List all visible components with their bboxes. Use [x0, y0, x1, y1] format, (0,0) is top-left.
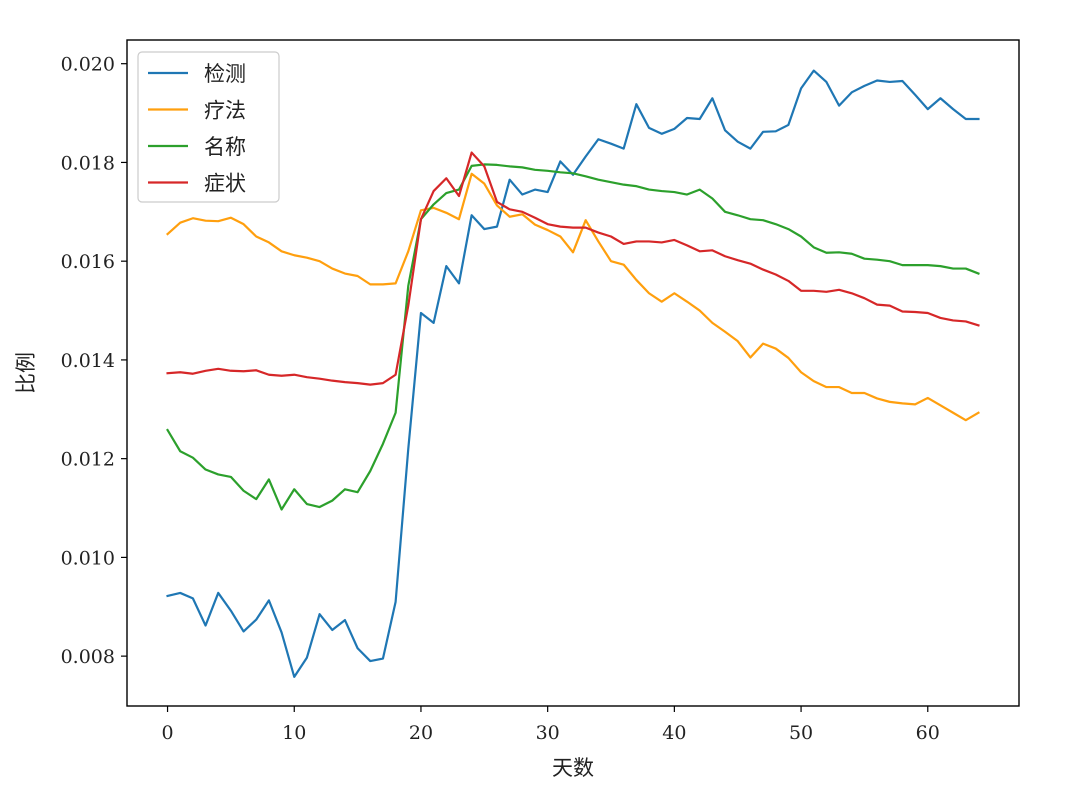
x-axis-label: 天数: [552, 756, 594, 780]
x-tick-label: 10: [282, 722, 306, 744]
legend-label: 症状: [204, 172, 246, 196]
y-axis-label: 比例: [14, 352, 38, 394]
y-tick-label: 0.020: [61, 54, 115, 76]
series-line-1: [165, 172, 980, 422]
y-tick-label: 0.012: [61, 449, 115, 471]
x-axis: 0 10 20 30 40 50 60: [161, 706, 940, 744]
series-line-2: [166, 163, 980, 511]
y-tick-label: 0.018: [61, 152, 115, 174]
x-tick-label: 0: [161, 722, 173, 744]
legend-box: [137, 51, 280, 203]
y-tick-label: 0.014: [61, 350, 115, 372]
y-axis: 0.008 0.010 0.012 0.014 0.016 0.018 0.020: [61, 54, 127, 668]
legend-label: 名称: [204, 135, 246, 159]
legend-label: 疗法: [204, 99, 246, 123]
series-line-0: [166, 69, 980, 678]
x-tick-label: 30: [536, 722, 560, 744]
x-tick-label: 20: [409, 722, 433, 744]
series-layer: [165, 69, 980, 678]
plot-frame: [126, 39, 1020, 707]
y-tick-label: 0.016: [61, 251, 115, 273]
y-tick-label: 0.008: [61, 646, 115, 668]
x-tick-label: 40: [662, 722, 686, 744]
series-line-3: [166, 151, 980, 386]
y-tick-label: 0.010: [61, 547, 115, 569]
x-tick-label: 60: [916, 722, 940, 744]
legend-label: 检测: [204, 62, 246, 86]
x-tick-label: 50: [789, 722, 813, 744]
